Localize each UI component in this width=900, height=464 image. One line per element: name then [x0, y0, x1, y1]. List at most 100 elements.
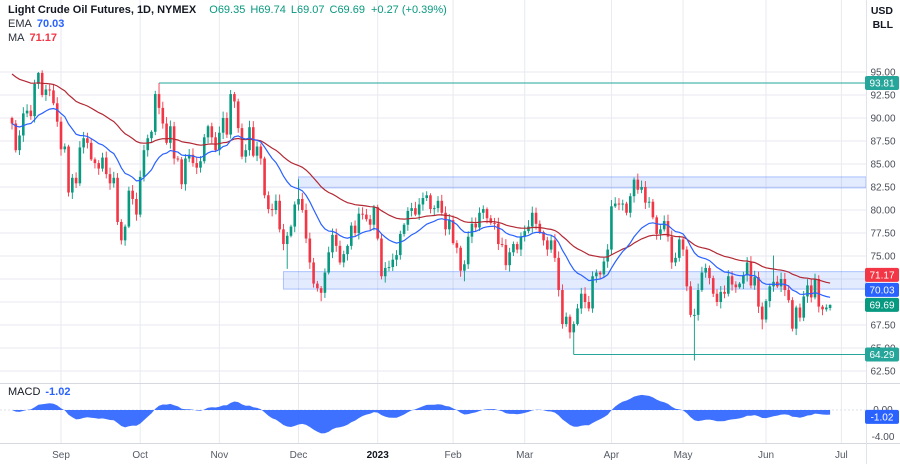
candlestick	[685, 249, 689, 287]
candlestick	[583, 293, 587, 302]
candlestick	[236, 101, 240, 129]
candlestick	[225, 118, 229, 135]
candlestick	[67, 146, 70, 193]
price-zone[interactable]	[298, 176, 867, 189]
candlestick	[451, 220, 455, 244]
price-zone[interactable]	[282, 271, 867, 290]
price-badge	[865, 282, 899, 297]
candlestick	[48, 89, 51, 91]
candlestick	[708, 267, 711, 279]
symbol-legend-row[interactable]: Light Crude Oil Futures, 1D, NYMEX O69.35…	[8, 3, 447, 17]
candlestick	[553, 240, 557, 258]
high-value: 69.74	[258, 4, 286, 16]
candlestick	[425, 195, 428, 199]
candlestick	[289, 226, 293, 236]
candlestick	[757, 277, 760, 307]
candlestick	[485, 209, 489, 219]
candlestick	[410, 208, 413, 211]
candlestick	[828, 304, 832, 308]
candlestick	[787, 290, 790, 301]
candlestick	[689, 286, 692, 315]
candlestick	[561, 290, 564, 325]
candlestick	[402, 224, 406, 234]
ema-legend-row[interactable]: EMA 70.03	[8, 17, 447, 31]
candlestick	[184, 158, 187, 185]
time-axis-label: Apr	[604, 450, 620, 461]
unit-measure: BLL	[872, 19, 893, 31]
candlestick	[365, 214, 368, 220]
price-badge	[865, 267, 899, 282]
candlestick	[549, 240, 553, 250]
candlestick	[704, 267, 707, 273]
candlestick	[738, 283, 741, 288]
candlestick	[644, 187, 647, 203]
candlestick	[86, 138, 89, 143]
candlestick	[285, 235, 289, 245]
candlestick	[587, 302, 591, 309]
candlestick	[372, 207, 376, 225]
time-axis-label: 2023	[367, 450, 390, 461]
candlestick	[127, 190, 131, 227]
low-label: L	[290, 4, 297, 16]
symbol-title[interactable]: Light Crude Oil Futures, 1D, NYMEX	[8, 4, 197, 16]
candlestick	[259, 146, 263, 159]
candlestick	[78, 147, 82, 184]
candlestick	[153, 94, 157, 132]
candlestick	[380, 238, 383, 277]
candlestick	[278, 200, 281, 230]
candlestick	[116, 177, 119, 222]
candlestick	[813, 279, 817, 298]
price-badge	[865, 347, 899, 362]
candlestick	[459, 247, 462, 271]
candlestick	[161, 107, 165, 124]
candlestick	[251, 127, 255, 156]
candlestick	[22, 113, 25, 136]
ema-line	[11, 107, 831, 298]
candlestick	[172, 126, 176, 159]
candlestick	[282, 229, 285, 245]
candlestick	[730, 276, 734, 285]
candlestick	[794, 307, 798, 329]
candlestick	[463, 264, 466, 271]
candlestick	[598, 272, 602, 275]
candlestick	[300, 198, 304, 210]
candlestick	[693, 314, 696, 316]
candlestick	[10, 118, 14, 124]
macd-legend[interactable]: MACD -1.02	[8, 386, 70, 398]
candlestick	[25, 110, 29, 114]
candlestick	[651, 201, 655, 218]
close-label: C	[329, 4, 338, 16]
ma-legend-row[interactable]: MA 71.17	[8, 31, 447, 45]
candlestick	[14, 123, 18, 151]
candlestick	[655, 217, 658, 234]
candlestick	[481, 209, 485, 213]
candlestick	[700, 272, 704, 291]
candlestick	[806, 285, 809, 297]
price-tick-label: 95.00	[870, 68, 895, 79]
price-tick-label: 75.00	[870, 252, 895, 263]
candlestick	[760, 306, 764, 320]
candlestick	[399, 233, 402, 256]
candlestick	[647, 201, 651, 203]
candlestick	[564, 316, 568, 325]
candlestick	[233, 94, 236, 102]
candlestick	[764, 301, 768, 320]
candlestick	[530, 212, 534, 227]
candlestick	[202, 137, 206, 162]
candlestick	[308, 238, 312, 263]
candlestick	[515, 244, 519, 250]
candlestick	[346, 245, 349, 255]
candlestick	[745, 262, 749, 276]
candlestick	[334, 234, 338, 246]
candlestick	[150, 131, 153, 139]
candlestick	[572, 324, 576, 333]
candlestick	[749, 262, 753, 286]
time-axis-label: May	[674, 450, 693, 461]
price-pane[interactable]	[0, 0, 866, 382]
candlestick	[138, 176, 142, 215]
open-label: O	[209, 4, 218, 16]
candlestick	[244, 150, 248, 157]
price-tick-label: 80.00	[870, 206, 895, 217]
